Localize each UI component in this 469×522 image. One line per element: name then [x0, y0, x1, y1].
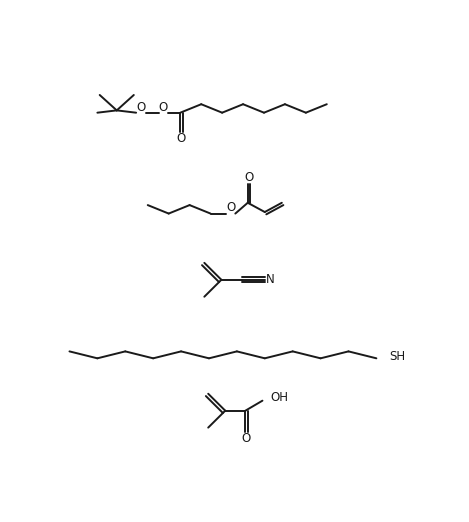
Text: N: N: [266, 274, 274, 286]
Text: O: O: [226, 201, 235, 214]
Text: O: O: [159, 101, 168, 114]
Text: O: O: [176, 132, 186, 145]
Text: O: O: [136, 101, 145, 114]
Text: OH: OH: [270, 391, 288, 404]
Text: SH: SH: [389, 350, 405, 363]
Text: O: O: [244, 171, 253, 184]
Text: O: O: [242, 432, 251, 445]
